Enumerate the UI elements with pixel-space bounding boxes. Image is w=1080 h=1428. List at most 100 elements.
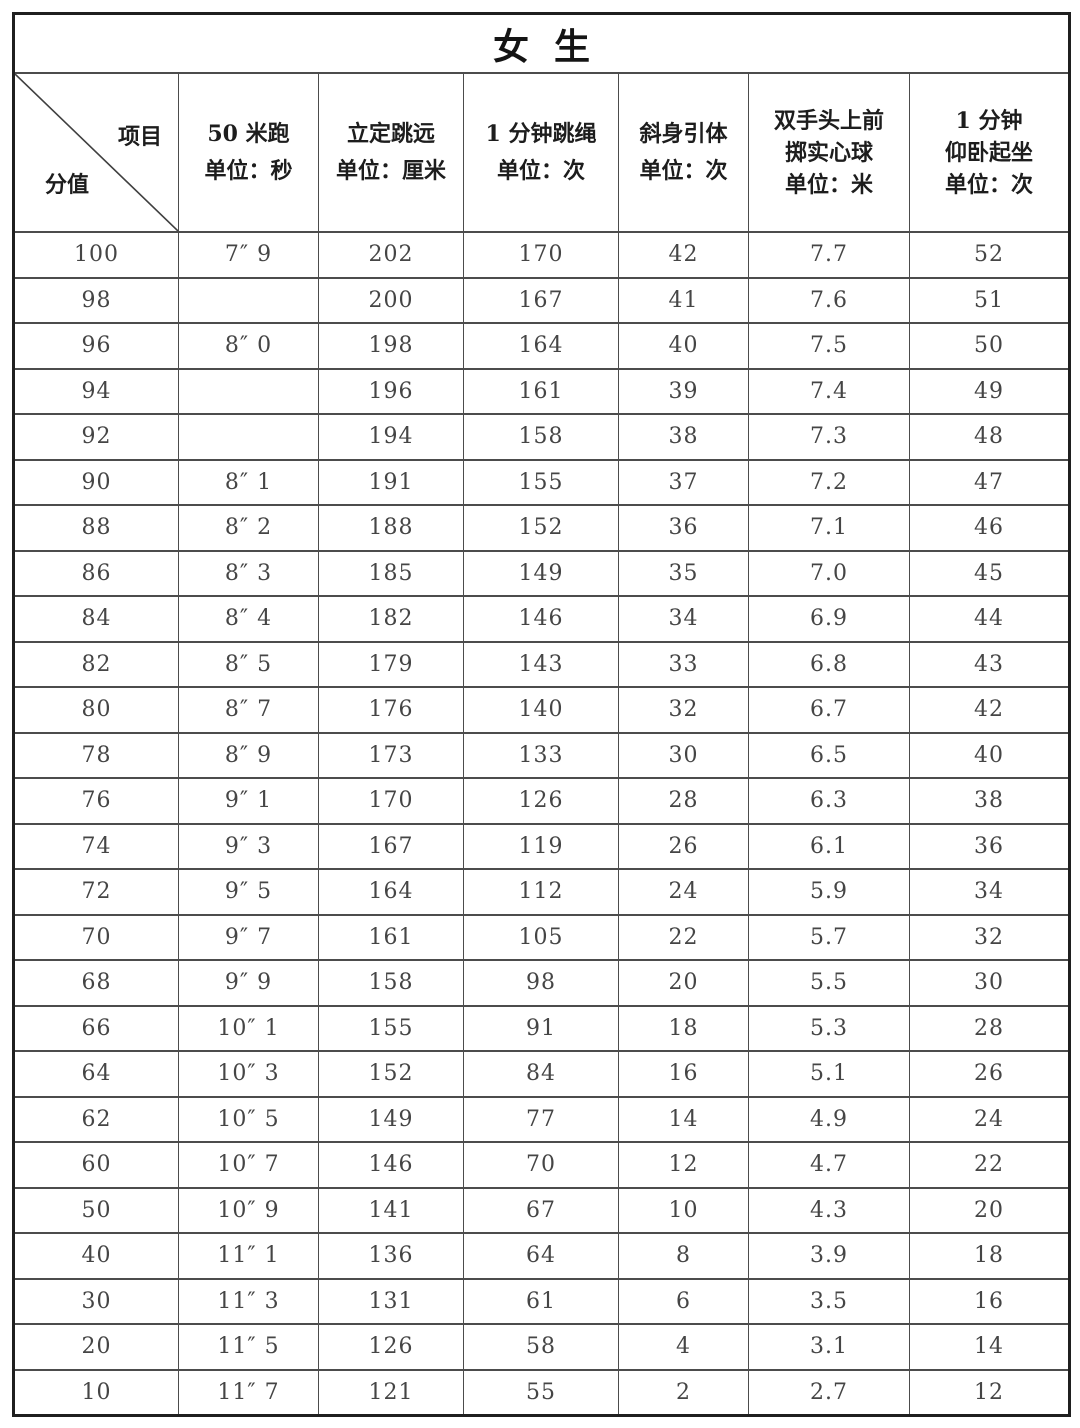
value-cell: 6.8 (748, 640, 910, 688)
value-cell: 167 (463, 276, 619, 324)
value-cell: 105 (463, 913, 619, 961)
value-cell: 16 (909, 1277, 1070, 1325)
table-row: 86 8″ 3 185 149 35 7.0 45 (13, 549, 1070, 597)
value-cell: 10″ 3 (178, 1050, 319, 1098)
value-cell: 161 (463, 367, 619, 415)
value-cell: 26 (618, 822, 749, 870)
value-cell: 22 (909, 1141, 1070, 1189)
value-cell: 8″ 3 (178, 549, 319, 597)
value-cell: 39 (618, 367, 749, 415)
value-cell: 10″ 9 (178, 1186, 319, 1234)
value-cell: 8″ 7 (178, 686, 319, 734)
value-cell: 45 (909, 549, 1070, 597)
header-line: 斜身引体 (639, 121, 728, 147)
value-cell: 6.3 (748, 777, 910, 825)
value-cell: 70 (463, 1141, 619, 1189)
header-unit: 单位：秒 (204, 158, 293, 184)
score-cell: 74 (13, 822, 179, 870)
value-cell: 14 (618, 1095, 749, 1143)
header-line: 仰卧起坐 (944, 139, 1033, 166)
table-row: 70 9″ 7 161 105 22 5.7 32 (13, 913, 1070, 961)
value-cell: 11″ 3 (178, 1277, 319, 1325)
value-cell: 38 (618, 413, 749, 461)
value-cell: 12 (618, 1141, 749, 1189)
value-cell: 194 (318, 413, 464, 461)
value-cell: 28 (909, 1004, 1070, 1052)
value-cell: 16 (618, 1050, 749, 1098)
value-cell (178, 413, 319, 461)
table-row: 68 9″ 9 158 98 20 5.5 30 (13, 959, 1070, 1007)
column-header-inclined-pullup: 斜身引体 单位：次 (618, 72, 749, 233)
value-cell: 11″ 5 (178, 1323, 319, 1371)
header-line: 1 分钟 (955, 107, 1023, 134)
table-row: 96 8″ 0 198 164 40 7.5 50 (13, 322, 1070, 370)
value-cell: 158 (318, 959, 464, 1007)
table-row: 64 10″ 3 152 84 16 5.1 26 (13, 1050, 1070, 1098)
value-cell: 43 (909, 640, 1070, 688)
table-row: 62 10″ 5 149 77 14 4.9 24 (13, 1095, 1070, 1143)
value-cell: 3.1 (748, 1323, 910, 1371)
value-cell: 30 (909, 959, 1070, 1007)
value-cell: 18 (909, 1232, 1070, 1280)
value-cell: 40 (909, 731, 1070, 779)
value-cell: 11″ 1 (178, 1232, 319, 1280)
page-title: 女 生 (13, 12, 1070, 74)
value-cell: 20 (618, 959, 749, 1007)
value-cell: 36 (618, 504, 749, 552)
header-unit: 单位：次 (639, 158, 728, 184)
score-cell: 76 (13, 777, 179, 825)
value-cell: 77 (463, 1095, 619, 1143)
table-row: 74 9″ 3 167 119 26 6.1 36 (13, 822, 1070, 870)
value-cell: 158 (463, 413, 619, 461)
value-cell: 146 (318, 1141, 464, 1189)
value-cell: 2 (618, 1368, 749, 1416)
header-row: 项目 分值 50 米跑 单位：秒 立定跳远 单位：厘米 1 分钟跳绳 单位：次 … (13, 72, 1070, 233)
value-cell: 133 (463, 731, 619, 779)
score-cell: 64 (13, 1050, 179, 1098)
header-line: 1 分钟跳绳 (485, 121, 597, 147)
value-cell: 136 (318, 1232, 464, 1280)
value-cell: 131 (318, 1277, 464, 1325)
value-cell: 55 (463, 1368, 619, 1416)
value-cell: 49 (909, 367, 1070, 415)
table-row: 76 9″ 1 170 126 28 6.3 38 (13, 777, 1070, 825)
header-line: 掷实心球 (784, 139, 873, 166)
value-cell: 8″ 1 (178, 458, 319, 506)
value-cell: 26 (909, 1050, 1070, 1098)
value-cell: 64 (463, 1232, 619, 1280)
value-cell: 198 (318, 322, 464, 370)
value-cell: 155 (318, 1004, 464, 1052)
value-cell: 141 (318, 1186, 464, 1234)
value-cell: 7.0 (748, 549, 910, 597)
value-cell: 42 (909, 686, 1070, 734)
value-cell: 9″ 5 (178, 868, 319, 916)
value-cell: 52 (909, 231, 1070, 279)
value-cell: 8 (618, 1232, 749, 1280)
value-cell: 164 (463, 322, 619, 370)
column-header-1min-rope-skipping: 1 分钟跳绳 单位：次 (463, 72, 619, 233)
value-cell: 8″ 0 (178, 322, 319, 370)
score-cell: 94 (13, 367, 179, 415)
value-cell: 196 (318, 367, 464, 415)
value-cell: 91 (463, 1004, 619, 1052)
value-cell: 32 (909, 913, 1070, 961)
value-cell: 9″ 9 (178, 959, 319, 1007)
table-row: 80 8″ 7 176 140 32 6.7 42 (13, 686, 1070, 734)
value-cell: 7.7 (748, 231, 910, 279)
value-cell: 48 (909, 413, 1070, 461)
diagonal-line-icon (15, 75, 178, 230)
value-cell: 37 (618, 458, 749, 506)
value-cell: 46 (909, 504, 1070, 552)
value-cell: 10″ 1 (178, 1004, 319, 1052)
value-cell: 50 (909, 322, 1070, 370)
value-cell: 7.6 (748, 276, 910, 324)
value-cell: 42 (618, 231, 749, 279)
value-cell: 8″ 5 (178, 640, 319, 688)
value-cell: 24 (909, 1095, 1070, 1143)
value-cell: 6 (618, 1277, 749, 1325)
value-cell: 5.5 (748, 959, 910, 1007)
score-cell: 84 (13, 595, 179, 643)
value-cell: 35 (618, 549, 749, 597)
value-cell: 155 (463, 458, 619, 506)
value-cell: 112 (463, 868, 619, 916)
